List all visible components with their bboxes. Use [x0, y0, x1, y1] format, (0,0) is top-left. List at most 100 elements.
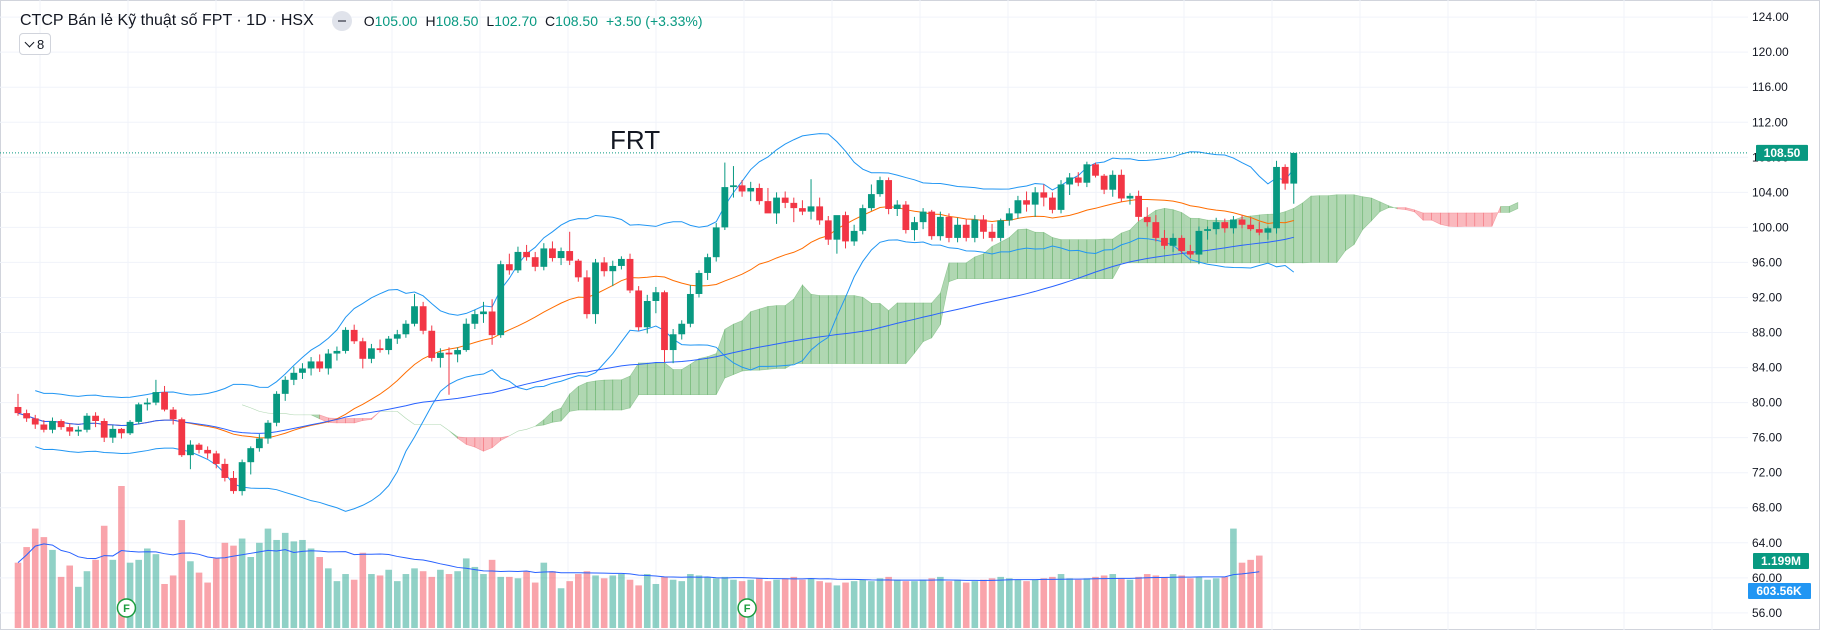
volume-bar [893, 579, 901, 628]
volume-bar [75, 586, 82, 628]
cloud-segment [629, 361, 639, 409]
volume-bar [480, 574, 487, 628]
cloud-segment [448, 430, 458, 439]
cloud-segment [483, 437, 493, 452]
cloud-segment [1121, 229, 1131, 264]
indicators-count: 8 [37, 36, 45, 52]
cloud-segment [931, 292, 941, 339]
candle-body [204, 449, 212, 454]
candle-body [1186, 251, 1194, 255]
volume-bar [911, 581, 918, 628]
candle-body [143, 402, 151, 405]
candle-body [109, 428, 117, 438]
cloud-segment [1500, 206, 1510, 213]
cloud-segment [759, 306, 769, 371]
price-tick-label: 84.00 [1752, 361, 1782, 375]
cloud-segment [965, 256, 976, 279]
candle-body [169, 409, 177, 420]
volume-bar [807, 578, 815, 628]
volume-bar [557, 588, 565, 628]
cloud-segment [560, 393, 570, 422]
cloud-segment [603, 379, 614, 411]
candle-body [764, 201, 772, 214]
candle-body [928, 211, 936, 237]
volume-bar [144, 548, 151, 628]
volume-bar [712, 578, 720, 628]
candle-body [747, 187, 755, 192]
candle-body [902, 204, 910, 231]
volume-bar [316, 557, 323, 628]
cloud-segment [707, 353, 717, 396]
volume-bar [730, 579, 737, 628]
cloud-segment [1026, 228, 1036, 279]
candle-body [299, 368, 306, 373]
cloud-segment [285, 413, 294, 416]
volume-bar [1204, 579, 1211, 628]
candle-body [83, 415, 91, 430]
candle-body [885, 180, 893, 209]
cloud-segment [1422, 212, 1432, 221]
candle-body [488, 311, 496, 336]
price-axis[interactable]: 124.00120.00116.00112.00108.00104.00100.… [1748, 10, 1811, 620]
volume-bar [1126, 579, 1134, 628]
volume-bar [118, 486, 125, 628]
candle-body [1066, 177, 1074, 185]
volume-bar [661, 576, 668, 628]
volume-bar [1195, 576, 1203, 628]
cloud-segment [767, 305, 777, 370]
candle-body [40, 424, 48, 430]
volume-bar [531, 582, 539, 628]
candle-body [859, 208, 867, 231]
indicators-toggle-button[interactable]: 8 [19, 33, 52, 55]
candle-body [626, 258, 634, 291]
candle-body [755, 187, 763, 202]
volume-bar [497, 576, 505, 628]
volume-bar [411, 568, 418, 628]
volume-bar [178, 520, 186, 628]
cloud-segment [879, 302, 889, 364]
volume-bar [49, 549, 56, 628]
volume-bar [954, 579, 961, 628]
volume-bar [83, 571, 91, 628]
candle-body [221, 463, 229, 478]
price-tick-label: 116.00 [1752, 80, 1788, 94]
volume-bar [247, 557, 255, 628]
dividend-marker-label: F [123, 603, 130, 615]
candle-body [333, 350, 341, 354]
cloud-segment [741, 310, 752, 372]
cloud-segment [1431, 212, 1441, 225]
cloud-segment [440, 424, 450, 431]
symbol-title[interactable]: CTCP Bán lẻ Kỹ thuật số FPT · 1D · HSX [20, 12, 314, 29]
candle-body [945, 216, 953, 238]
volume-bar [212, 558, 220, 628]
candle-body [126, 421, 134, 434]
candle-body [936, 216, 944, 237]
volume-bar [40, 537, 48, 628]
candle-body [376, 348, 384, 351]
cloud-segment [569, 385, 579, 412]
volume-bar [376, 575, 384, 628]
volume-bar [919, 579, 927, 628]
candle-body [1005, 213, 1013, 221]
dividend-marker-label: F [744, 603, 751, 615]
candle-body [661, 292, 668, 351]
volume-bar [721, 576, 729, 628]
volume-bar [14, 562, 22, 628]
volume-bar [937, 576, 944, 628]
candle-body [497, 264, 505, 336]
collapse-icon[interactable] [331, 11, 352, 31]
volume-bar [135, 559, 142, 628]
volume-bar [868, 581, 875, 628]
candle-body [954, 224, 961, 238]
low-label: L [486, 13, 495, 29]
candle-body [523, 251, 530, 258]
candle-body [247, 448, 255, 463]
volume-bar [540, 562, 548, 628]
volume-bar [1092, 576, 1099, 628]
candle-body [31, 418, 39, 425]
high-label: H [425, 13, 436, 29]
cloud-segment [776, 305, 786, 369]
volume-bar [230, 545, 237, 628]
candle-body [919, 211, 927, 223]
